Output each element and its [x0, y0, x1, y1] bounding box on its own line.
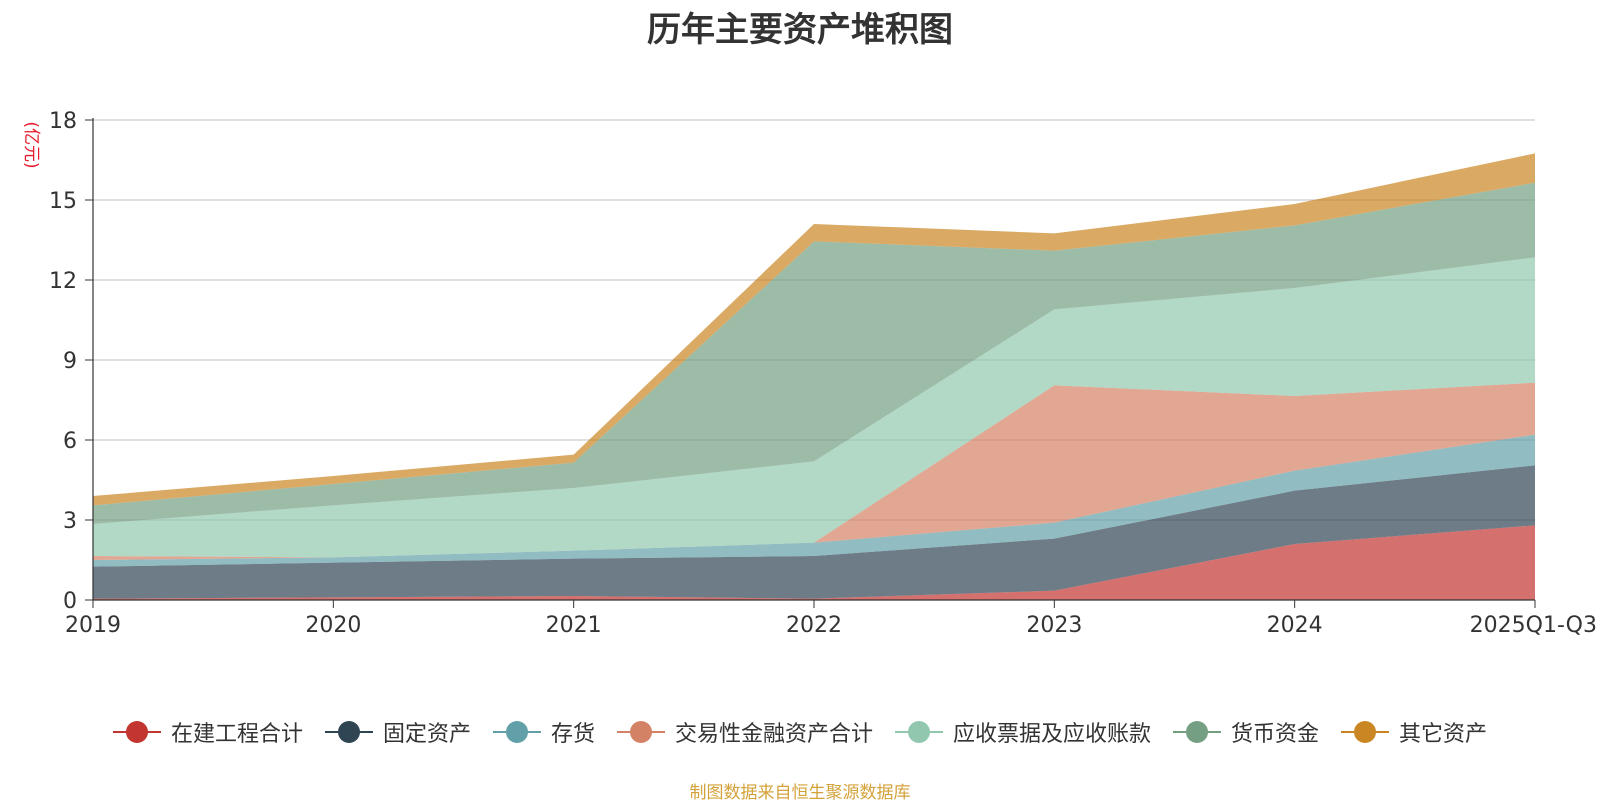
legend-marker-icon — [324, 720, 373, 744]
series-area-固定资产[interactable] — [93, 465, 1535, 599]
legend-item[interactable]: 货币资金 — [1173, 716, 1319, 748]
legend-marker-icon — [1341, 720, 1390, 744]
y-tick-label: 18 — [49, 109, 77, 134]
legend: 在建工程合计 固定资产 存货 交易性金融资产合计 应收票据及应收账款 货币资金 其它资产 — [0, 716, 1600, 748]
legend-marker-icon — [1173, 720, 1222, 744]
legend-label: 在建工程合计 — [170, 722, 303, 747]
series-area-应收票据及应收账款[interactable] — [93, 257, 1535, 558]
x-tick-label: 2024 — [1267, 613, 1323, 638]
y-tick-label: 15 — [49, 189, 77, 214]
x-tick-label: 2025Q1-Q3 — [1470, 613, 1597, 638]
legend-item[interactable]: 存货 — [492, 716, 595, 748]
legend-item[interactable]: 应收票据及应收账款 — [895, 716, 1151, 748]
legend-label: 货币资金 — [1231, 722, 1320, 747]
legend-label: 固定资产 — [382, 722, 471, 747]
legend-item[interactable]: 固定资产 — [324, 716, 471, 748]
legend-marker-icon — [895, 720, 943, 744]
data-source-note: 制图数据来自恒生聚源数据库 — [689, 783, 911, 803]
y-tick-label: 3 — [63, 509, 77, 534]
x-tick-label: 2023 — [1026, 613, 1082, 638]
x-tick-label: 2022 — [786, 613, 842, 638]
y-tick-label: 12 — [49, 269, 77, 294]
legend-item[interactable]: 交易性金融资产合计 — [616, 716, 873, 748]
legend-item[interactable]: 其它资产 — [1341, 716, 1487, 748]
x-tick-label: 2021 — [546, 613, 602, 638]
y-tick-label: 6 — [63, 429, 77, 454]
x-tick-label: 2019 — [65, 613, 121, 638]
legend-label: 应收票据及应收账款 — [953, 722, 1152, 747]
x-tick-label: 2020 — [305, 613, 361, 638]
legend-marker-icon — [616, 720, 665, 744]
y-tick-label: 0 — [63, 589, 77, 614]
legend-label: 存货 — [550, 722, 595, 747]
legend-label: 交易性金融资产合计 — [674, 722, 873, 747]
series-area-交易性金融资产合计[interactable] — [93, 382, 1535, 560]
legend-item[interactable]: 在建工程合计 — [112, 716, 303, 748]
legend-label: 其它资产 — [1399, 722, 1488, 747]
legend-marker-icon — [492, 720, 541, 744]
series-area-货币资金[interactable] — [93, 182, 1535, 524]
axis-layer: 0 3 6 9 12 15 18 2019 2020 2021 2022 2023 2024 2025Q1… — [49, 109, 1597, 638]
area-layer — [93, 153, 1535, 600]
series-area-在建工程合计[interactable] — [93, 525, 1535, 600]
chart-title: 历年主要资产堆积图 — [647, 10, 953, 50]
series-area-其它资产[interactable] — [93, 153, 1535, 506]
legend-marker-icon — [112, 720, 161, 744]
y-tick-label: 9 — [63, 349, 77, 374]
y-axis-unit-label: (亿元) — [21, 121, 41, 168]
